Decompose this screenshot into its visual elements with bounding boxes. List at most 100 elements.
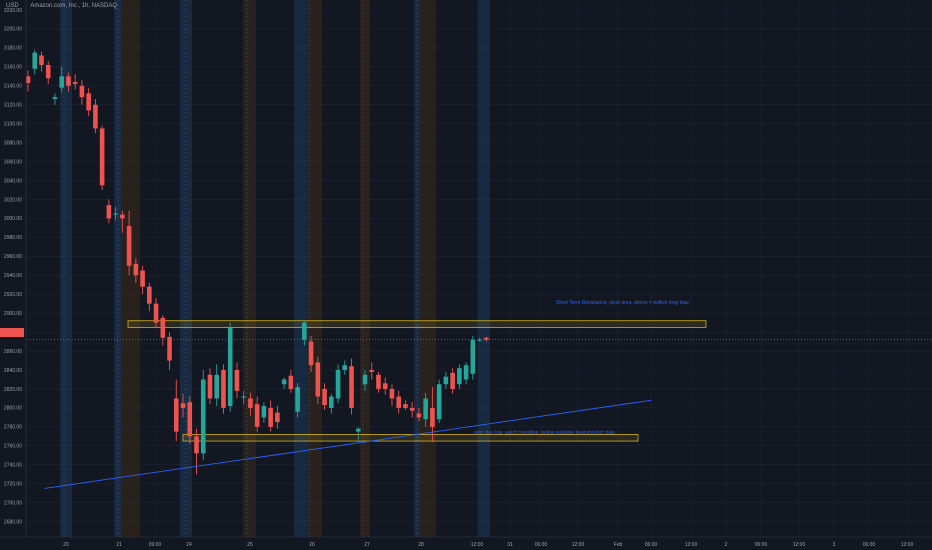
candle-up: [335, 370, 341, 399]
candle-down: [126, 226, 132, 266]
candle-up: [302, 322, 307, 340]
price-tick-label: 2700.00: [4, 500, 22, 506]
zones: [127, 320, 707, 442]
candle-down: [160, 317, 166, 338]
price-axis[interactable]: 2680.00 2700.00 2720.00 2740.00 2760.00 2780.…: [0, 0, 27, 550]
session-band: [420, 0, 436, 537]
candle-down: [187, 402, 193, 437]
candle-up: [113, 213, 118, 215]
time-tick-label: 24: [186, 542, 192, 548]
candle-down: [45, 64, 51, 79]
candle-up: [59, 76, 64, 88]
candle-down: [106, 205, 112, 219]
price-tick-label: 3200.00: [4, 27, 22, 33]
candle-down: [153, 303, 159, 323]
candle-up: [200, 379, 206, 454]
time-tick-label: 06:00: [535, 542, 548, 548]
time-tick-label: Feb: [614, 542, 623, 548]
price-tick-label: 3060.00: [4, 159, 22, 165]
session-band: [294, 0, 307, 537]
candle-down: [288, 375, 294, 389]
candle-up: [436, 384, 442, 420]
time-tick-label: 25: [247, 542, 253, 548]
time-tick-label: 12:00: [901, 542, 914, 548]
time-tick-label: 21: [116, 542, 122, 548]
candle-down: [308, 341, 314, 366]
candle-up: [463, 365, 469, 380]
candle-up: [281, 379, 287, 385]
last-price-tag: [0, 328, 24, 337]
candle-up: [477, 339, 482, 341]
chart-title: USD Amazon.com, Inc., 1h, NASDAQ: [6, 3, 117, 9]
price-tick-label: 2780.00: [4, 425, 22, 431]
candle-up: [261, 406, 267, 418]
candle-up: [295, 387, 300, 412]
time-tick-label: 20: [63, 542, 69, 548]
candle-down: [86, 93, 91, 111]
candle-down: [167, 336, 172, 361]
price-tick-label: 2900.00: [4, 311, 22, 317]
candle-down: [268, 407, 273, 427]
candle-down: [484, 337, 489, 340]
candle-down: [376, 374, 381, 389]
price-tick-label: 2860.00: [4, 349, 22, 355]
time-tick-label: 28: [418, 542, 424, 548]
price-tick-label: 2920.00: [4, 292, 22, 298]
price-tick-label: 3100.00: [4, 121, 22, 127]
candle-up: [227, 327, 233, 407]
resistance-annotation[interactable]: Short Term Resistance, pivot area, above…: [556, 300, 689, 306]
price-tick-label: 2760.00: [4, 444, 22, 450]
time-tick-label: 2: [725, 542, 728, 548]
price-tick-label: 2820.00: [4, 387, 22, 393]
candle-up: [329, 396, 334, 408]
support-annotation[interactable]: prior day low, watch trendline, below po…: [474, 430, 615, 436]
session-band: [60, 0, 72, 537]
candle-up: [423, 398, 428, 420]
candle-down: [389, 388, 395, 399]
time-tick-label: 3: [833, 542, 836, 548]
time-tick-label: 31: [507, 542, 513, 548]
candle-down: [349, 366, 354, 408]
price-tick-label: 2980.00: [4, 235, 22, 241]
time-tick-label: 09:00: [149, 542, 162, 548]
candle-down: [133, 263, 139, 276]
instrument-label: Amazon.com, Inc., 1h, NASDAQ: [30, 3, 118, 9]
candle-down: [99, 128, 105, 186]
price-tick-label: 2840.00: [4, 368, 22, 374]
candle-up: [470, 339, 476, 374]
candle-down: [79, 85, 85, 98]
resistance-zone: [127, 320, 707, 328]
price-tick-label: 3040.00: [4, 178, 22, 184]
time-tick-label: 27: [364, 542, 370, 548]
candle-down: [207, 374, 213, 399]
candle-down: [369, 370, 375, 372]
candle-down: [194, 436, 199, 454]
candle-down: [221, 370, 226, 408]
time-tick-label: 06:00: [755, 542, 768, 548]
candle-down: [450, 372, 455, 389]
price-axis-bg: [0, 0, 26, 550]
candle-down: [25, 76, 31, 83]
candle-up: [241, 396, 246, 398]
candle-down: [180, 403, 186, 408]
time-axis-bg: [0, 537, 932, 550]
candle-up: [342, 365, 348, 371]
candle-down: [173, 398, 179, 432]
candle-down: [322, 388, 327, 406]
candle-down: [430, 407, 435, 427]
time-tick-label: 12:00: [471, 542, 484, 548]
candles: [25, 49, 489, 475]
candle-down: [234, 370, 240, 391]
candle-down: [403, 404, 408, 408]
price-tick-label: 3000.00: [4, 216, 22, 222]
candle-down: [120, 214, 125, 219]
candle-up: [355, 428, 361, 432]
session-band: [122, 0, 140, 537]
time-tick-label: 06:00: [863, 542, 876, 548]
overlay-lines: [24, 339, 932, 489]
candle-down: [39, 55, 44, 65]
candle-down: [93, 104, 98, 129]
candle-down: [409, 407, 415, 411]
time-axis[interactable]: 20 21 09:00 24 25 26 27 28 12:00 31 06:00 12:00 Feb 0…: [0, 536, 932, 550]
